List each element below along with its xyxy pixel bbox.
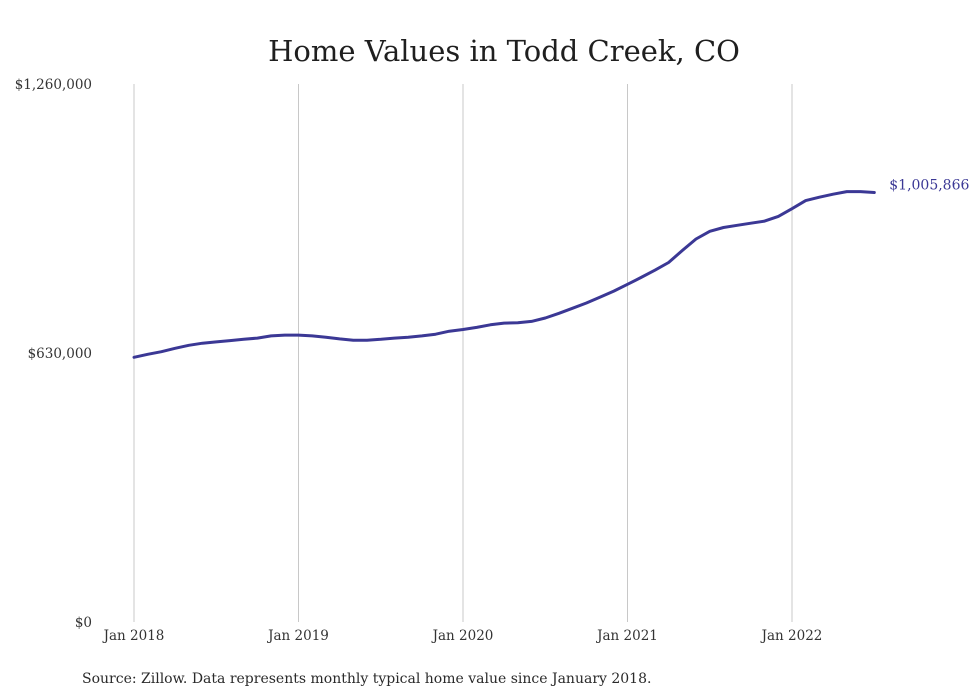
x-tick-label: Jan 2022 xyxy=(760,628,823,644)
x-axis-tick-labels: Jan 2018 Jan 2019 Jan 2020 Jan 2021 Jan 2022 xyxy=(102,628,823,644)
x-tick-label: Jan 2019 xyxy=(266,628,329,644)
gridlines xyxy=(133,84,793,622)
source-note: Source: Zillow. Data represents monthly … xyxy=(82,671,651,687)
x-tick-label: Jan 2020 xyxy=(431,628,494,644)
y-axis-tick-labels: $1,260,000 $630,000 $0 xyxy=(15,77,92,631)
x-tick-label: Jan 2018 xyxy=(102,628,165,644)
x-tick-label: Jan 2021 xyxy=(595,628,658,644)
y-tick-label: $630,000 xyxy=(28,346,92,362)
y-tick-label: $1,260,000 xyxy=(15,77,92,93)
series-layer xyxy=(132,190,876,359)
y-tick-label: $0 xyxy=(75,615,92,631)
chart-title: Home Values in Todd Creek, CO xyxy=(268,34,740,68)
series-line xyxy=(132,190,876,359)
end-value-label: $1,005,866 xyxy=(889,178,969,194)
